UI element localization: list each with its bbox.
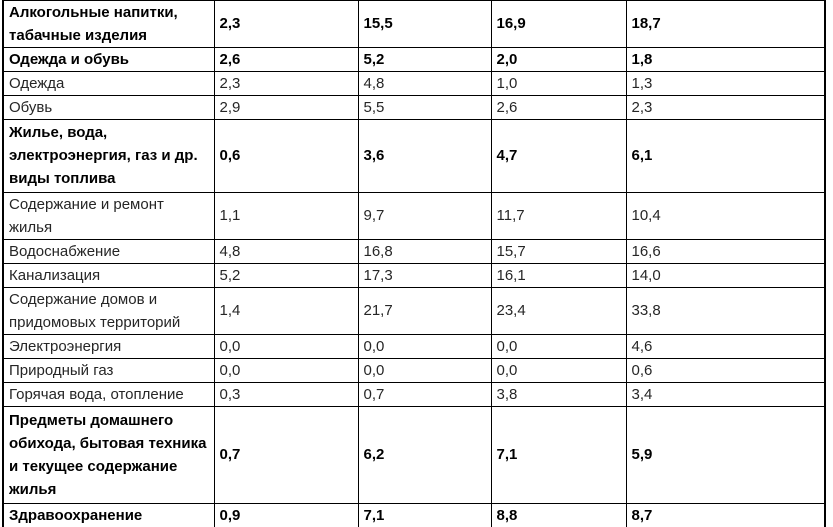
row-label: Водоснабжение <box>2 238 215 264</box>
value-cell: 2,3 <box>213 0 359 48</box>
row-label: Горячая вода, отопление <box>2 381 215 407</box>
value-cell: 8,8 <box>490 502 627 527</box>
row-label: Здравоохранение <box>2 502 215 527</box>
value-cell: 3,6 <box>357 118 492 193</box>
table-row: Одежда 2,3 4,8 1,0 1,3 <box>2 70 826 96</box>
value-cell: 3,8 <box>490 381 627 407</box>
value-cell: 1,1 <box>213 191 359 240</box>
table-row: Предметы домашнего обихода, бытовая техн… <box>2 405 826 504</box>
row-label: Одежда и обувь <box>2 46 215 72</box>
value-cell: 21,7 <box>357 286 492 335</box>
value-cell: 5,2 <box>357 46 492 72</box>
table-row: Здравоохранение 0,9 7,1 8,8 8,7 <box>2 502 826 527</box>
value-cell: 8,7 <box>625 502 826 527</box>
value-cell: 14,0 <box>625 262 826 288</box>
value-cell: 18,7 <box>625 0 826 48</box>
value-cell: 2,6 <box>490 94 627 120</box>
table-row: Электроэнергия 0,0 0,0 0,0 4,6 <box>2 333 826 359</box>
value-cell: 2,3 <box>625 94 826 120</box>
value-cell: 0,0 <box>213 333 359 359</box>
value-cell: 4,6 <box>625 333 826 359</box>
value-cell: 0,7 <box>213 405 359 504</box>
value-cell: 0,6 <box>625 357 826 383</box>
value-cell: 6,2 <box>357 405 492 504</box>
value-cell: 7,1 <box>490 405 627 504</box>
row-label: Одежда <box>2 70 215 96</box>
value-cell: 1,0 <box>490 70 627 96</box>
row-label: Канализация <box>2 262 215 288</box>
value-cell: 16,9 <box>490 0 627 48</box>
value-cell: 15,7 <box>490 238 627 264</box>
value-cell: 4,8 <box>213 238 359 264</box>
row-label: Предметы домашнего обихода, бытовая техн… <box>2 405 215 504</box>
row-label: Жилье, вода, электроэнергия, газ и др. в… <box>2 118 215 193</box>
table-row: Канализация 5,2 17,3 16,1 14,0 <box>2 262 826 288</box>
table-row: Содержание домов и придомовых территорий… <box>2 286 826 335</box>
value-cell: 0,0 <box>490 333 627 359</box>
value-cell: 2,6 <box>213 46 359 72</box>
value-cell: 4,8 <box>357 70 492 96</box>
value-cell: 0,0 <box>357 333 492 359</box>
value-cell: 17,3 <box>357 262 492 288</box>
value-cell: 2,9 <box>213 94 359 120</box>
row-label: Содержание и ремонт жилья <box>2 191 215 240</box>
value-cell: 5,5 <box>357 94 492 120</box>
value-cell: 16,8 <box>357 238 492 264</box>
value-cell: 5,9 <box>625 405 826 504</box>
value-cell: 1,3 <box>625 70 826 96</box>
value-cell: 15,5 <box>357 0 492 48</box>
row-label: Природный газ <box>2 357 215 383</box>
table-row: Жилье, вода, электроэнергия, газ и др. в… <box>2 118 826 193</box>
value-cell: 23,4 <box>490 286 627 335</box>
table-row: Алкогольные напитки, табачные изделия 2,3… <box>2 0 826 48</box>
table-row: Обувь 2,9 5,5 2,6 2,3 <box>2 94 826 120</box>
value-cell: 1,8 <box>625 46 826 72</box>
value-cell: 0,6 <box>213 118 359 193</box>
value-cell: 0,3 <box>213 381 359 407</box>
value-cell: 11,7 <box>490 191 627 240</box>
value-cell: 0,0 <box>213 357 359 383</box>
value-cell: 16,6 <box>625 238 826 264</box>
value-cell: 7,1 <box>357 502 492 527</box>
value-cell: 2,0 <box>490 46 627 72</box>
row-label: Алкогольные напитки, табачные изделия <box>2 0 215 48</box>
value-cell: 33,8 <box>625 286 826 335</box>
value-cell: 9,7 <box>357 191 492 240</box>
value-cell: 1,4 <box>213 286 359 335</box>
table-row: Содержание и ремонт жилья 1,1 9,7 11,7 10,4 <box>2 191 826 240</box>
value-cell: 2,3 <box>213 70 359 96</box>
value-cell: 6,1 <box>625 118 826 193</box>
value-cell: 4,7 <box>490 118 627 193</box>
table-row: Природный газ 0,0 0,0 0,0 0,6 <box>2 357 826 383</box>
row-label: Электроэнергия <box>2 333 215 359</box>
value-cell: 10,4 <box>625 191 826 240</box>
value-cell: 0,0 <box>490 357 627 383</box>
value-cell: 0,0 <box>357 357 492 383</box>
table-row: Одежда и обувь 2,6 5,2 2,0 1,8 <box>2 46 826 72</box>
value-cell: 3,4 <box>625 381 826 407</box>
row-label: Содержание домов и придомовых территорий <box>2 286 215 335</box>
table-row: Водоснабжение 4,8 16,8 15,7 16,6 <box>2 238 826 264</box>
row-label: Обувь <box>2 94 215 120</box>
value-cell: 16,1 <box>490 262 627 288</box>
value-cell: 0,7 <box>357 381 492 407</box>
value-cell: 0,9 <box>213 502 359 527</box>
value-cell: 5,2 <box>213 262 359 288</box>
table-row: Горячая вода, отопление 0,3 0,7 3,8 3,4 <box>2 381 826 407</box>
